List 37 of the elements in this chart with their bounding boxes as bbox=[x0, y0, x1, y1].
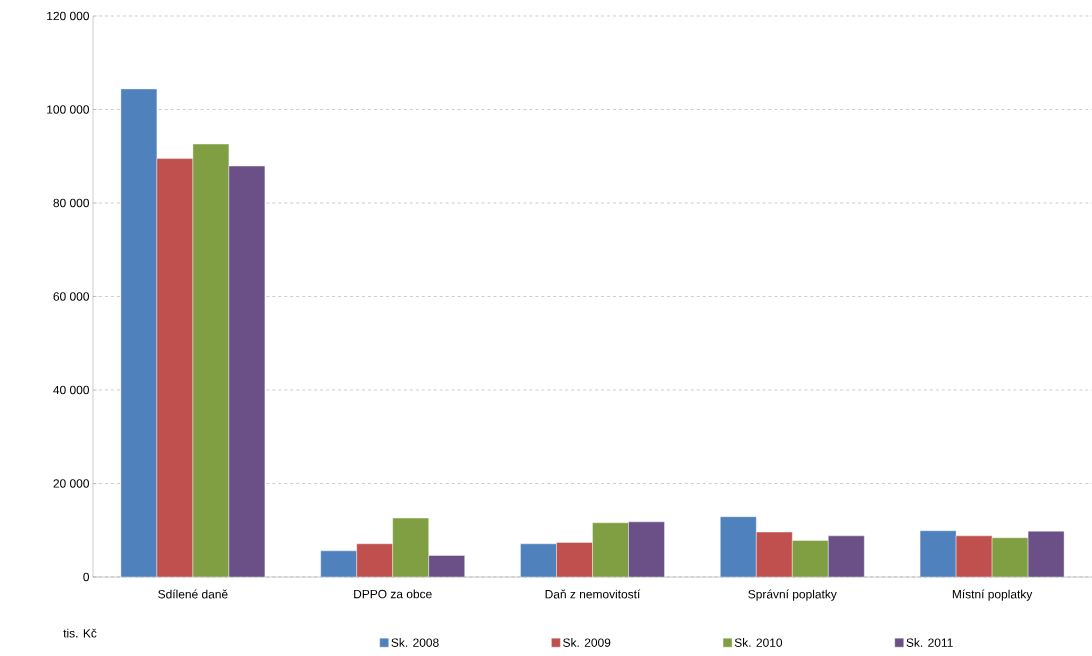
legend-label: Sk. 2008 bbox=[391, 638, 439, 647]
bar bbox=[228, 165, 266, 577]
y-tick-label: 0 bbox=[83, 572, 90, 582]
x-tick-label: Místní poplatky bbox=[952, 589, 1033, 601]
bar bbox=[955, 535, 993, 577]
bar bbox=[919, 530, 957, 577]
x-tick-label: Správní poplatky bbox=[748, 589, 837, 601]
y-axis-title: tis. Kč bbox=[63, 628, 97, 638]
bar bbox=[556, 542, 593, 577]
bar bbox=[828, 535, 865, 577]
x-tick-label: Daň z nemovitostí bbox=[545, 589, 641, 599]
bar bbox=[120, 88, 158, 577]
bar bbox=[628, 521, 665, 577]
y-tick-label: 60 000 bbox=[53, 292, 89, 301]
legend-label: Sk. 2010 bbox=[734, 638, 783, 647]
bar bbox=[720, 516, 757, 577]
bar bbox=[520, 543, 557, 577]
bar bbox=[756, 531, 793, 577]
bar bbox=[192, 143, 230, 577]
bar bbox=[392, 517, 429, 577]
y-tick-label: 120 000 bbox=[47, 11, 89, 21]
bar bbox=[320, 550, 357, 577]
x-tick-label: DPPO za obce bbox=[354, 589, 432, 599]
y-tick-label: 20 000 bbox=[53, 479, 89, 488]
legend-label: Sk. 2011 bbox=[906, 638, 953, 647]
bar bbox=[1027, 530, 1065, 577]
bar bbox=[592, 522, 629, 577]
bar bbox=[156, 158, 194, 577]
y-tick-label: 100 000 bbox=[47, 105, 89, 114]
bar bbox=[792, 540, 829, 577]
y-tick-label: 40 000 bbox=[53, 385, 89, 395]
bar bbox=[428, 555, 465, 577]
bar bbox=[991, 537, 1029, 577]
legend-label: Sk. 2009 bbox=[563, 638, 611, 647]
x-tick-label: Sdílené daně bbox=[158, 589, 228, 599]
bar bbox=[356, 543, 393, 577]
y-tick-label: 80 000 bbox=[53, 198, 89, 208]
